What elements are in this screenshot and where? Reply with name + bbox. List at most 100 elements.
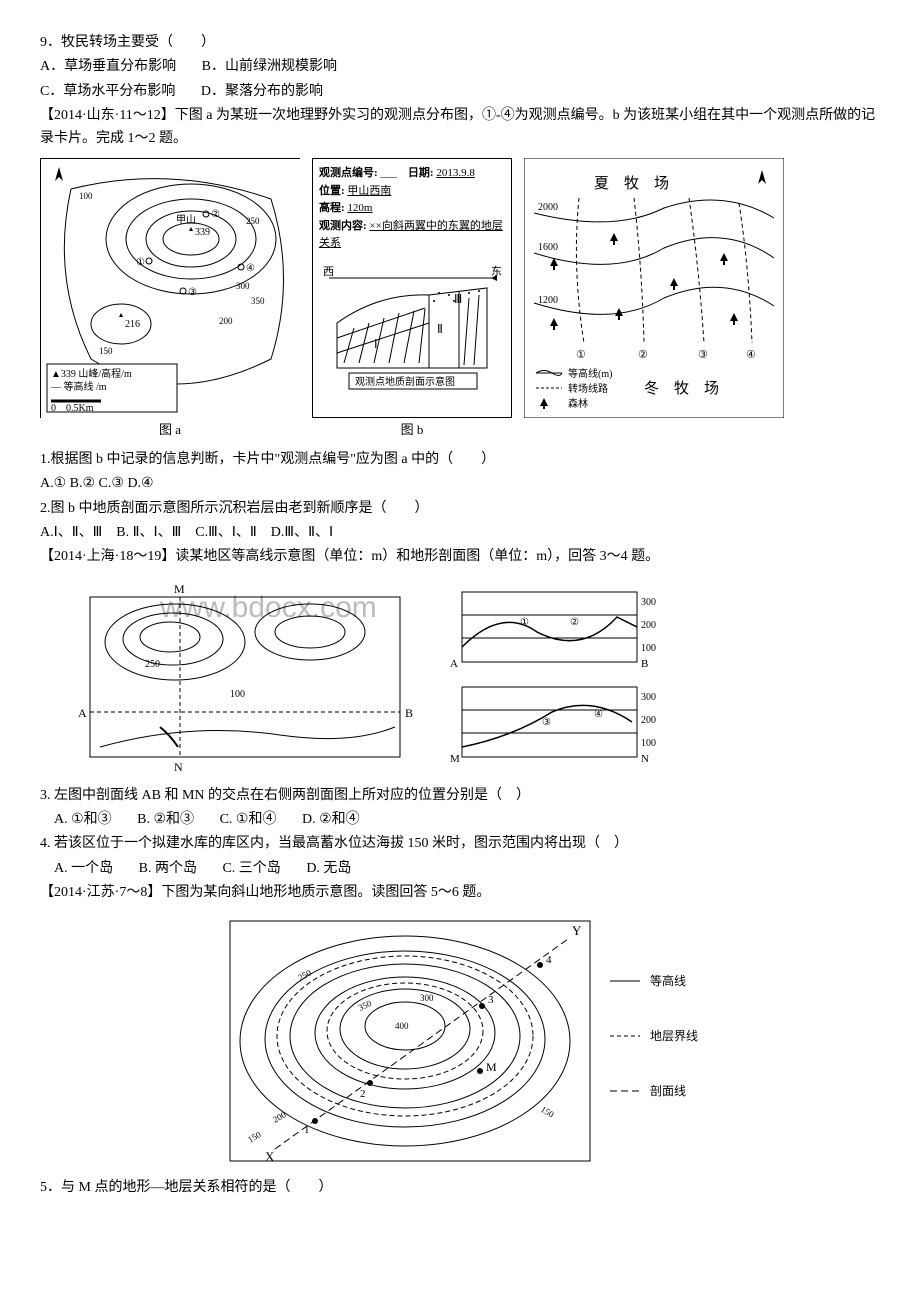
q9-optA: A．草场垂直分布影响 xyxy=(40,59,176,74)
svg-text:300: 300 xyxy=(236,281,250,291)
svg-text:A: A xyxy=(450,658,458,670)
figure-a: 339 甲山 ② ① ④ ③ 216 100 150 200 250 300 3… xyxy=(40,158,300,418)
svg-text:西: 西 xyxy=(323,266,334,278)
q4-optA: A. 一个岛 xyxy=(54,861,113,876)
svg-text:②: ② xyxy=(211,209,220,220)
svg-text:B: B xyxy=(405,706,413,720)
svg-text:350: 350 xyxy=(251,296,265,306)
svg-text:B: B xyxy=(641,658,648,670)
q1-opts: A.① B.② C.③ D.④ xyxy=(40,473,880,495)
svg-text:100: 100 xyxy=(641,738,656,749)
svg-text:冬 牧 场: 冬 牧 场 xyxy=(644,380,719,397)
figb-l2-label: 日期: xyxy=(408,167,434,179)
svg-text:①: ① xyxy=(136,257,145,268)
figures-row-2: www.bdocx.com M N A B 250 100 300 200 10… xyxy=(70,577,880,777)
figure-b-wrap: 观测点编号: ___ 日期: 2013.9.8 位置: 甲山西南 高程: 120… xyxy=(312,158,512,441)
figb-row1: 观测点编号: ___ 日期: 2013.9.8 xyxy=(319,165,505,183)
q5-stem: 5．与 M 点的地形—地层关系相符的是（ ） xyxy=(40,1177,880,1199)
svg-text:100: 100 xyxy=(230,689,245,700)
q9-optC: C．草场水平分布影响 xyxy=(40,84,175,99)
svg-text:等高线(m): 等高线(m) xyxy=(568,367,612,380)
figure-c-svg: 夏 牧 场 2000 1600 1200 ① ② ③ ④ xyxy=(524,158,784,418)
source-1: 【2014·山东·11～12】下图 a 为某班一次地理野外实习的观测点分布图，①… xyxy=(40,105,880,150)
figure-b-svg: 西 东 Ⅰ xyxy=(319,253,507,403)
q9-options-row1: A．草场垂直分布影响 B．山前绿洲规模影响 xyxy=(40,56,880,78)
svg-text:①: ① xyxy=(576,349,586,361)
figb-l2-val: 2013.9.8 xyxy=(436,167,475,179)
svg-text:Ⅲ: Ⅲ xyxy=(454,292,462,306)
svg-text:100: 100 xyxy=(641,643,656,654)
svg-text:250: 250 xyxy=(246,216,260,226)
q9-optD: D．聚落分布的影响 xyxy=(201,84,323,99)
svg-text:剖面线: 剖面线 xyxy=(650,1084,686,1098)
svg-text:216: 216 xyxy=(125,319,140,330)
svg-text:Ⅰ: Ⅰ xyxy=(374,337,378,351)
q4-optC: C. 三个岛 xyxy=(222,861,280,876)
svg-text:1200: 1200 xyxy=(538,295,558,306)
figb-row4: 观测内容: ××向斜两翼中的东翼的地层关系 xyxy=(319,218,505,253)
svg-text:③: ③ xyxy=(188,287,197,298)
q9-optB: B．山前绿洲规模影响 xyxy=(202,59,337,74)
svg-text:3: 3 xyxy=(488,994,494,1006)
svg-text:www.bdocx.com: www.bdocx.com xyxy=(159,591,377,624)
svg-text:等高线: 等高线 xyxy=(650,973,686,988)
svg-text:250: 250 xyxy=(145,659,160,670)
svg-text:200: 200 xyxy=(641,715,656,726)
figure-a-svg: 339 甲山 ② ① ④ ③ 216 100 150 200 250 300 3… xyxy=(41,159,301,419)
q4-stem: 4. 若该区位于一个拟建水库的库区内，当最高蓄水位达海拔 150 米时，图示范围… xyxy=(40,833,880,855)
svg-text:④: ④ xyxy=(246,263,255,274)
figures-row-1: 339 甲山 ② ① ④ ③ 216 100 150 200 250 300 3… xyxy=(40,158,880,441)
figb-l3-label: 位置: xyxy=(319,185,345,197)
contour-map-svg: www.bdocx.com M N A B 250 100 xyxy=(70,577,430,777)
svg-text:A: A xyxy=(78,706,87,720)
figb-l4-label: 高程: xyxy=(319,202,345,214)
svg-text:N: N xyxy=(641,753,649,765)
svg-text:M: M xyxy=(450,753,460,765)
figure-b: 观测点编号: ___ 日期: 2013.9.8 位置: 甲山西南 高程: 120… xyxy=(312,158,512,418)
figb-l5-label: 观测内容: xyxy=(319,220,367,232)
source-2: 【2014·上海·18～19】读某地区等高线示意图（单位：m）和地形剖面图（单位… xyxy=(40,546,880,568)
svg-text:③: ③ xyxy=(698,349,708,361)
figure-a-caption: 图 a xyxy=(40,420,300,441)
q3-opts: A. ①和③ B. ②和③ C. ①和④ D. ②和④ xyxy=(40,809,880,831)
svg-text:400: 400 xyxy=(395,1021,409,1031)
figb-row3: 高程: 120m xyxy=(319,200,505,218)
incline-figure-wrap: X Y M 1 2 3 4 150 200 250 300 350 400 15… xyxy=(40,911,880,1171)
svg-text:200: 200 xyxy=(641,620,656,631)
svg-text:0 0.5Km: 0 0.5Km xyxy=(51,403,94,414)
svg-text:甲山: 甲山 xyxy=(176,214,196,226)
svg-text:4: 4 xyxy=(546,954,552,966)
q3-stem: 3. 左图中剖面线 AB 和 MN 的交点在右侧两剖面图上所对应的位置分别是（ … xyxy=(40,785,880,807)
figure-b-caption: 图 b xyxy=(312,420,512,441)
svg-text:150: 150 xyxy=(99,346,113,356)
svg-text:— 等高线 /m: — 等高线 /m xyxy=(50,380,107,393)
svg-text:观测点地质剖面示意图: 观测点地质剖面示意图 xyxy=(355,375,455,388)
q1-stem: 1.根据图 b 中记录的信息判断，卡片中"观测点编号"应为图 a 中的（ ） xyxy=(40,449,880,471)
svg-text:①: ① xyxy=(520,617,529,628)
figb-l1-label: 观测点编号: xyxy=(319,167,378,179)
q9-stem: 9．牧民转场主要受（ ） xyxy=(40,32,880,54)
svg-text:②: ② xyxy=(638,349,648,361)
svg-text:④: ④ xyxy=(594,709,603,720)
figb-l3-val: 甲山西南 xyxy=(347,185,391,197)
svg-text:Ⅱ: Ⅱ xyxy=(437,322,443,336)
svg-text:300: 300 xyxy=(641,597,656,608)
q3-optA: A. ①和③ xyxy=(54,812,112,827)
svg-text:②: ② xyxy=(570,617,579,628)
figb-l1-val: ___ xyxy=(380,167,397,179)
q9-options-row2: C．草场水平分布影响 D．聚落分布的影响 xyxy=(40,81,880,103)
svg-text:200: 200 xyxy=(219,316,233,326)
source-3: 【2014·江苏·7～8】下图为某向斜山地形地质示意图。读图回答 5～6 题。 xyxy=(40,882,880,904)
svg-text:1600: 1600 xyxy=(538,242,558,253)
svg-text:339: 339 xyxy=(195,227,210,238)
svg-text:2: 2 xyxy=(360,1088,366,1100)
svg-text:300: 300 xyxy=(641,692,656,703)
q4-optD: D. 无岛 xyxy=(306,861,351,876)
svg-text:Y: Y xyxy=(572,923,582,938)
svg-text:M: M xyxy=(486,1060,497,1074)
svg-text:地层界线: 地层界线 xyxy=(650,1029,698,1043)
svg-text:1: 1 xyxy=(304,1124,310,1136)
figure-c: 夏 牧 场 2000 1600 1200 ① ② ③ ④ xyxy=(524,158,784,418)
svg-text:③: ③ xyxy=(542,717,551,728)
svg-text:2000: 2000 xyxy=(538,202,558,213)
